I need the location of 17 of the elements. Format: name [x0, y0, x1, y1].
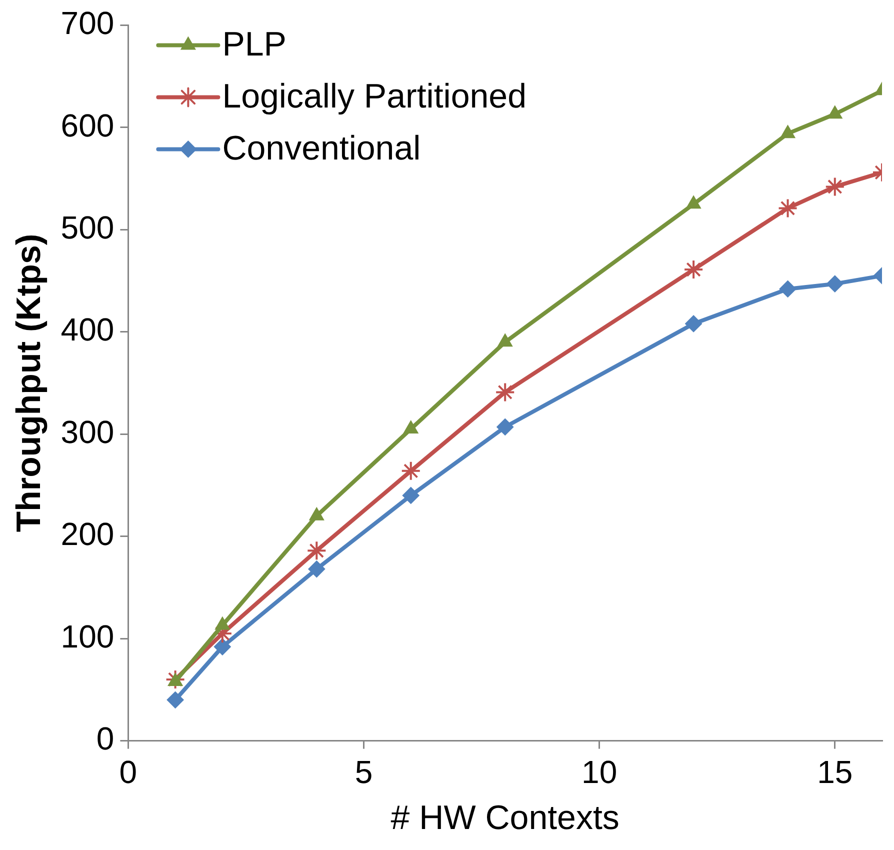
x-tick-label: 5: [354, 754, 373, 790]
legend-label: Conventional: [222, 130, 421, 168]
legend-label: Logically Partitioned: [222, 78, 526, 116]
x-tick-label: 10: [582, 754, 618, 790]
y-tick-label: 500: [60, 209, 114, 246]
legend-label: PLP: [222, 26, 286, 64]
y-tick-label: 100: [60, 618, 114, 654]
y-axis-title: Throughput (Ktps): [10, 234, 48, 532]
y-tick-label: 0: [96, 720, 114, 757]
y-tick-label: 300: [60, 414, 114, 450]
x-tick-label: 15: [817, 754, 853, 790]
y-tick-label: 200: [60, 516, 114, 552]
y-tick-label: 400: [60, 312, 114, 348]
x-tick-label: 0: [119, 754, 138, 790]
y-tick-label: 700: [60, 5, 114, 42]
x-axis-title: # HW Contexts: [390, 798, 620, 837]
y-tick-label: 600: [60, 107, 114, 144]
